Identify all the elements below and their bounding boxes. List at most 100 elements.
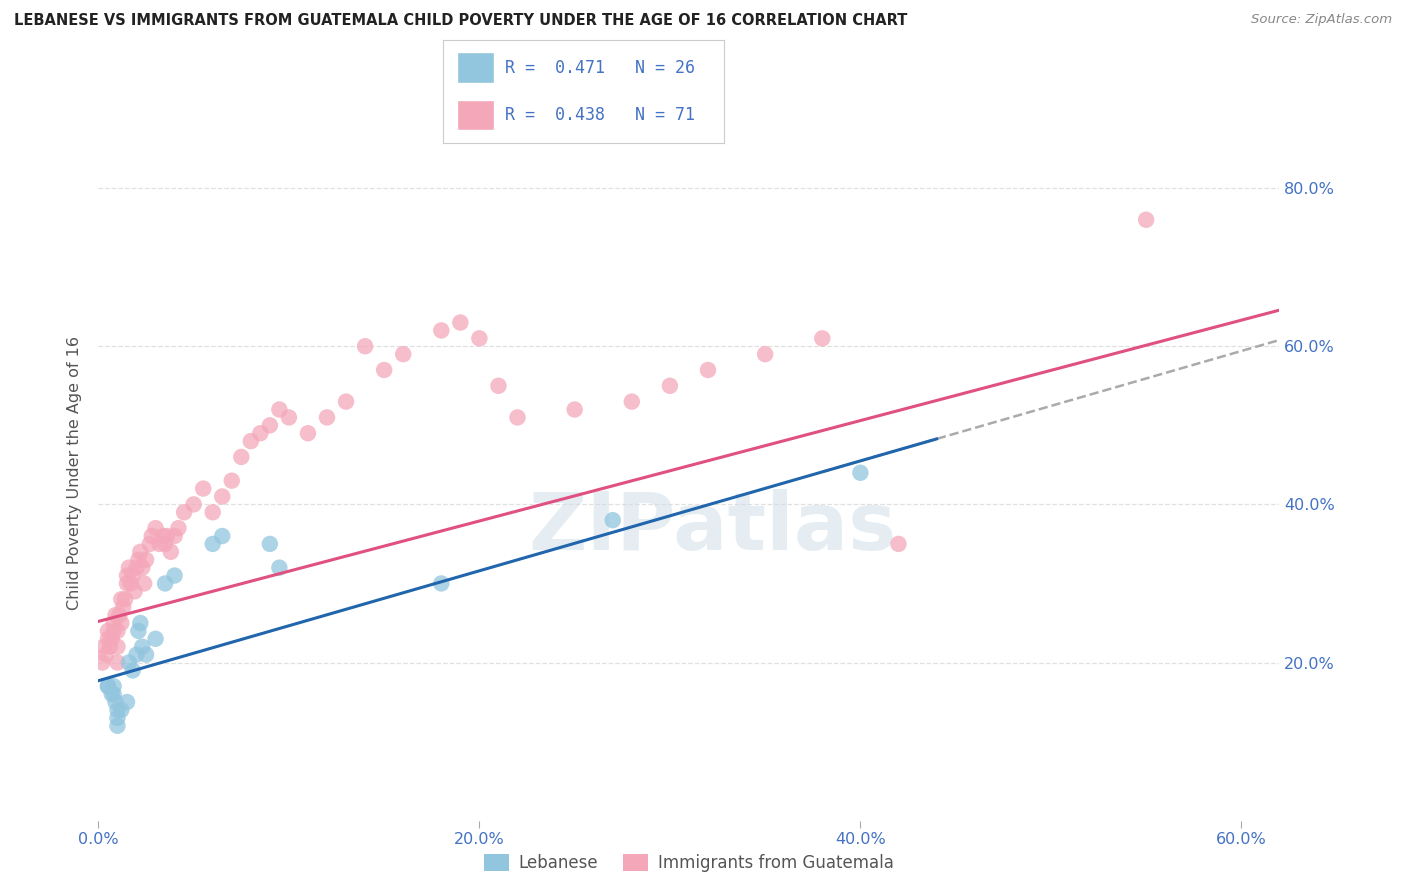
Point bbox=[115, 695, 138, 709]
FancyBboxPatch shape bbox=[457, 100, 494, 130]
Point bbox=[811, 331, 834, 345]
Point bbox=[159, 545, 181, 559]
Point bbox=[602, 513, 624, 527]
Point bbox=[211, 490, 233, 504]
Point bbox=[107, 719, 129, 733]
Point bbox=[103, 624, 125, 638]
Point bbox=[564, 402, 586, 417]
Point bbox=[231, 450, 253, 464]
Point bbox=[127, 624, 149, 638]
Text: LEBANESE VS IMMIGRANTS FROM GUATEMALA CHILD POVERTY UNDER THE AGE OF 16 CORRELAT: LEBANESE VS IMMIGRANTS FROM GUATEMALA CH… bbox=[14, 13, 907, 29]
Point bbox=[152, 529, 174, 543]
Point bbox=[193, 482, 215, 496]
Point bbox=[316, 410, 339, 425]
Point bbox=[107, 624, 129, 638]
Point bbox=[104, 608, 127, 623]
Point bbox=[887, 537, 910, 551]
Point bbox=[1135, 212, 1157, 227]
Legend: Lebanese, Immigrants from Guatemala: Lebanese, Immigrants from Guatemala bbox=[477, 847, 901, 879]
Point bbox=[107, 703, 129, 717]
Point bbox=[430, 576, 453, 591]
Point bbox=[110, 592, 132, 607]
Text: R =  0.471   N = 26: R = 0.471 N = 26 bbox=[505, 59, 695, 77]
Point bbox=[93, 640, 115, 654]
Point bbox=[163, 568, 186, 582]
Point bbox=[239, 434, 262, 449]
Point bbox=[107, 640, 129, 654]
Point bbox=[112, 600, 135, 615]
Point bbox=[259, 418, 281, 433]
Point bbox=[430, 323, 453, 337]
Point bbox=[120, 576, 142, 591]
Point bbox=[124, 584, 146, 599]
Point bbox=[97, 632, 120, 646]
Point bbox=[94, 648, 117, 662]
Point bbox=[163, 529, 186, 543]
Point bbox=[107, 711, 129, 725]
Point bbox=[488, 378, 510, 392]
Point bbox=[97, 679, 120, 693]
Point bbox=[110, 703, 132, 717]
Point bbox=[125, 648, 148, 662]
Point bbox=[173, 505, 195, 519]
Point bbox=[100, 687, 122, 701]
Point bbox=[131, 640, 153, 654]
Point bbox=[103, 615, 125, 630]
Point bbox=[134, 576, 156, 591]
Point bbox=[211, 529, 233, 543]
Point bbox=[129, 615, 152, 630]
Text: ZIPatlas: ZIPatlas bbox=[529, 490, 897, 567]
Point bbox=[269, 560, 291, 574]
Point bbox=[373, 363, 395, 377]
Point bbox=[201, 505, 224, 519]
Point bbox=[115, 576, 138, 591]
Point bbox=[849, 466, 872, 480]
Point bbox=[201, 537, 224, 551]
Point bbox=[121, 568, 143, 582]
Text: Source: ZipAtlas.com: Source: ZipAtlas.com bbox=[1251, 13, 1392, 27]
Point bbox=[754, 347, 776, 361]
Point bbox=[91, 656, 114, 670]
Text: R =  0.438   N = 71: R = 0.438 N = 71 bbox=[505, 106, 695, 124]
Point bbox=[118, 560, 141, 574]
Point bbox=[129, 545, 152, 559]
Point bbox=[103, 687, 125, 701]
Point bbox=[153, 576, 176, 591]
Point bbox=[121, 664, 143, 678]
Point bbox=[110, 615, 132, 630]
Point bbox=[658, 378, 681, 392]
Y-axis label: Child Poverty Under the Age of 16: Child Poverty Under the Age of 16 bbox=[67, 335, 83, 610]
Point bbox=[249, 426, 271, 441]
Point bbox=[103, 679, 125, 693]
Point bbox=[148, 537, 170, 551]
Point bbox=[620, 394, 643, 409]
Point bbox=[97, 624, 120, 638]
Point bbox=[259, 537, 281, 551]
Point bbox=[127, 552, 149, 567]
Point bbox=[167, 521, 190, 535]
Point bbox=[153, 537, 176, 551]
Point bbox=[468, 331, 491, 345]
Point bbox=[156, 529, 179, 543]
Point bbox=[107, 656, 129, 670]
Point bbox=[114, 592, 136, 607]
Point bbox=[269, 402, 291, 417]
Point bbox=[125, 560, 148, 574]
Point bbox=[135, 552, 157, 567]
Point bbox=[115, 568, 138, 582]
Point bbox=[104, 695, 127, 709]
FancyBboxPatch shape bbox=[457, 53, 494, 83]
Point bbox=[131, 560, 153, 574]
Point bbox=[108, 608, 131, 623]
Point bbox=[139, 537, 162, 551]
Point bbox=[697, 363, 720, 377]
Point bbox=[118, 656, 141, 670]
Point bbox=[297, 426, 319, 441]
Point bbox=[135, 648, 157, 662]
Point bbox=[392, 347, 415, 361]
Point bbox=[506, 410, 529, 425]
Point bbox=[141, 529, 163, 543]
Point bbox=[449, 316, 471, 330]
Point bbox=[97, 679, 120, 693]
Point bbox=[100, 632, 122, 646]
